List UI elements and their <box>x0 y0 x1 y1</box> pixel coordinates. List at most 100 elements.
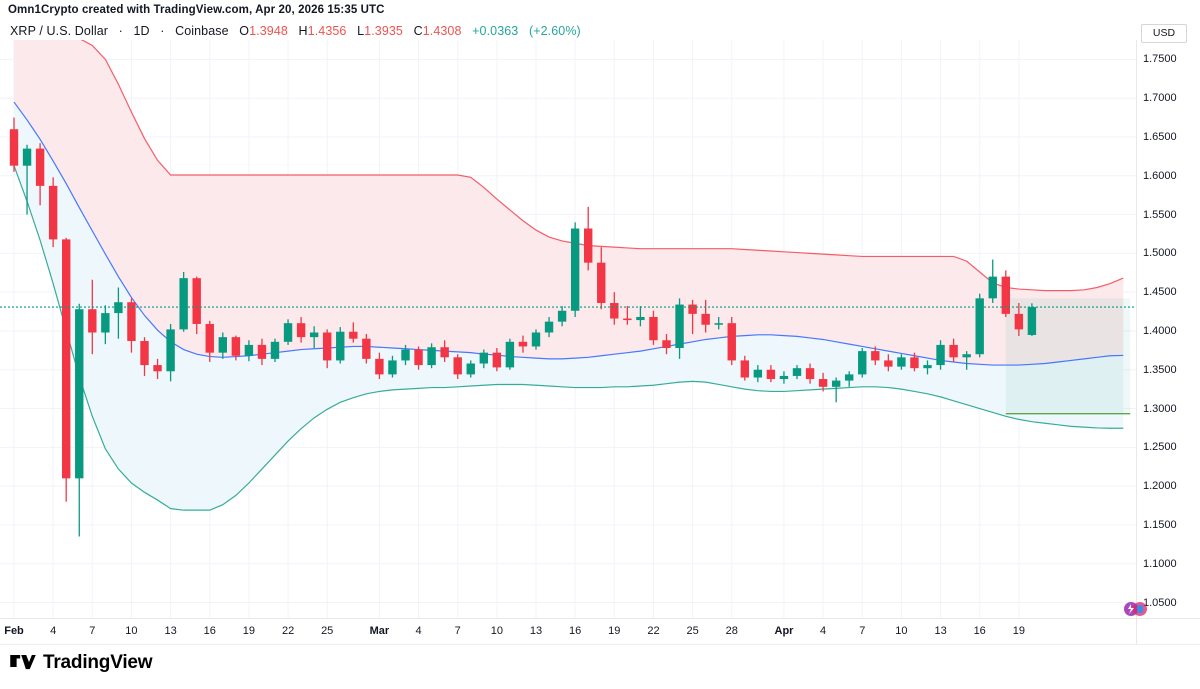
legend-low-key: L <box>357 24 365 38</box>
time-tick: 16 <box>568 625 582 637</box>
legend-separator-2: · <box>160 24 165 38</box>
price-tick: 1.3000 <box>1143 402 1177 415</box>
candle <box>623 318 632 321</box>
candle <box>140 341 149 366</box>
candle <box>22 148 32 166</box>
time-tick: 16 <box>973 625 986 637</box>
legend-high-key: H <box>298 24 308 38</box>
candle <box>845 374 854 381</box>
candle <box>453 357 462 375</box>
time-tick: 7 <box>89 625 96 637</box>
candle <box>479 352 488 364</box>
time-tick: Feb <box>4 625 24 637</box>
price-tick: 1.6000 <box>1143 169 1177 182</box>
candle <box>283 323 293 342</box>
candle <box>231 337 241 356</box>
time-tick: 25 <box>321 625 334 637</box>
candle <box>101 313 110 333</box>
candle <box>805 368 815 380</box>
candle <box>597 262 606 304</box>
candle <box>375 358 384 375</box>
time-tick: 4 <box>50 625 57 637</box>
candle <box>296 323 306 338</box>
price-tick: 1.1500 <box>1143 518 1177 531</box>
upper-band-fill <box>14 40 1124 366</box>
time-tick: 10 <box>125 625 138 637</box>
chart-svg <box>0 40 1136 618</box>
price-tick: 1.4500 <box>1143 286 1177 299</box>
candle <box>766 369 776 380</box>
candle <box>388 360 397 375</box>
legend-change-absolute: +0.0363 <box>472 24 519 38</box>
attribution-text: Omn1Crypto created with TradingView.com,… <box>8 4 385 16</box>
candle <box>1014 313 1024 330</box>
currency-badge[interactable]: USD <box>1141 24 1187 43</box>
candle <box>257 344 267 359</box>
tradingview-logo-icon <box>10 654 36 669</box>
candle <box>440 347 449 358</box>
time-tick: 4 <box>820 625 827 637</box>
candle <box>949 344 958 358</box>
candle <box>205 323 214 353</box>
time-tick: 19 <box>1012 625 1026 637</box>
candle <box>153 365 162 372</box>
candle <box>544 321 554 333</box>
price-tick: 1.3500 <box>1143 363 1177 376</box>
time-tick: 10 <box>895 625 908 637</box>
candle <box>923 365 932 369</box>
candle <box>48 185 58 240</box>
candle <box>649 316 658 341</box>
candle <box>701 313 710 325</box>
candle <box>401 349 410 361</box>
price-tick: 1.6500 <box>1143 131 1177 143</box>
time-tick: 13 <box>934 625 947 637</box>
candle <box>988 276 997 299</box>
candle <box>753 369 763 378</box>
legend-high-value: 1.4356 <box>307 24 347 38</box>
candle <box>557 310 567 322</box>
candle <box>414 349 423 366</box>
time-tick: 28 <box>725 625 738 637</box>
candle <box>871 351 880 361</box>
legend-symbol[interactable]: XRP / U.S. Dollar <box>10 24 109 38</box>
candle <box>270 341 280 359</box>
candle <box>610 303 619 319</box>
upper-band-line <box>80 40 1124 292</box>
time-scale[interactable]: Feb 4 7 10 13 16 19 22 25 Mar 4 7 10 13 16 19 22 25 28 Apr 4… <box>0 618 1136 645</box>
legend-close-value: 1.4308 <box>422 24 462 38</box>
candle <box>244 344 254 356</box>
candle <box>858 351 867 375</box>
candle <box>492 352 502 368</box>
price-tick: 1.4000 <box>1143 324 1177 337</box>
price-tick: 1.5500 <box>1143 208 1177 221</box>
legend-open-value: 1.3948 <box>249 24 288 38</box>
price-tick: 1.0500 <box>1143 596 1177 609</box>
tradingview-brand: TradingView <box>10 652 153 674</box>
candle <box>740 360 749 378</box>
legend-low-value: 1.3935 <box>364 24 403 38</box>
candle <box>362 338 371 359</box>
candle <box>831 380 841 387</box>
time-tick: 4 <box>415 625 422 637</box>
candle <box>62 239 71 479</box>
candle <box>88 309 97 333</box>
candle <box>179 278 188 330</box>
legend-change-percent: (+2.60%) <box>528 24 581 38</box>
candle <box>166 329 175 372</box>
chart-plot-area[interactable] <box>0 40 1136 618</box>
brand-bar <box>0 644 1200 689</box>
candle <box>962 354 971 358</box>
candle <box>323 332 332 361</box>
time-tick: 19 <box>608 625 621 637</box>
price-scale[interactable]: 1.7500 1.7000 1.6500 1.6000 1.5500 1.5000 1.45… <box>1136 40 1200 618</box>
candle <box>975 298 984 355</box>
time-tick: 22 <box>647 625 660 637</box>
time-tick: 19 <box>242 625 256 637</box>
candle <box>75 309 84 479</box>
legend-interval[interactable]: 1D <box>133 24 150 38</box>
candle <box>114 302 123 314</box>
legend-open-key: O <box>239 24 250 38</box>
time-tick: Apr <box>774 625 794 637</box>
time-tick: 7 <box>454 625 461 637</box>
